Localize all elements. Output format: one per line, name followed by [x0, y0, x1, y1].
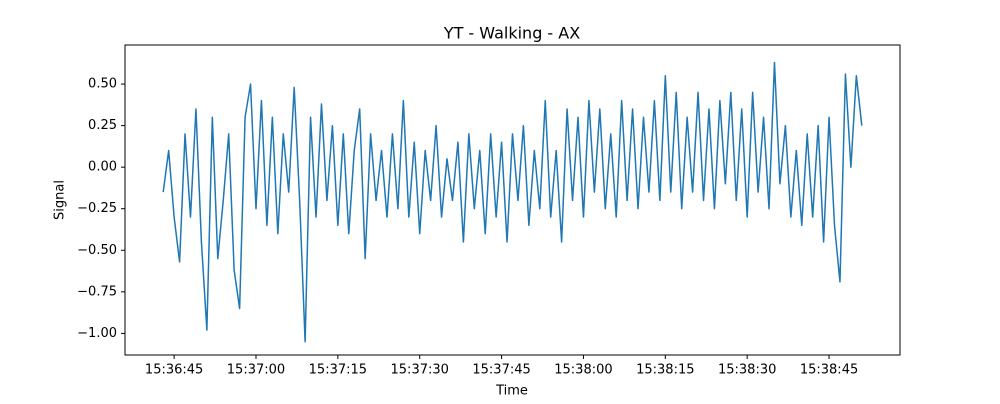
- plot-frame: [124, 44, 901, 356]
- signal-line: [162, 61, 863, 343]
- x-tick-label: 15:37:30: [391, 363, 449, 378]
- y-tick-label: 0.50: [88, 77, 117, 92]
- x-tick-label: 15:37:00: [227, 363, 285, 378]
- x-tick-label: 15:38:45: [800, 363, 858, 378]
- x-tick-label: 15:38:00: [554, 363, 612, 378]
- x-axis-label: Time: [495, 384, 528, 399]
- y-tick-label: −0.75: [77, 284, 117, 299]
- x-tick-label: 15:36:45: [145, 363, 203, 378]
- y-tick-label: −0.50: [77, 243, 117, 258]
- x-tick-label: 15:38:15: [636, 363, 694, 378]
- y-tick-label: −0.25: [77, 201, 117, 216]
- x-tick-label: 15:37:15: [309, 363, 367, 378]
- y-axis-label: Signal: [53, 180, 68, 220]
- y-tick-label: −1.00: [77, 326, 117, 341]
- y-tick-label: 0.00: [88, 160, 117, 175]
- x-tick-label: 15:37:45: [472, 363, 530, 378]
- y-tick-label: 0.25: [88, 118, 117, 133]
- chart-title: YT - Walking - AX: [443, 24, 580, 43]
- x-tick-label: 15:38:30: [718, 363, 776, 378]
